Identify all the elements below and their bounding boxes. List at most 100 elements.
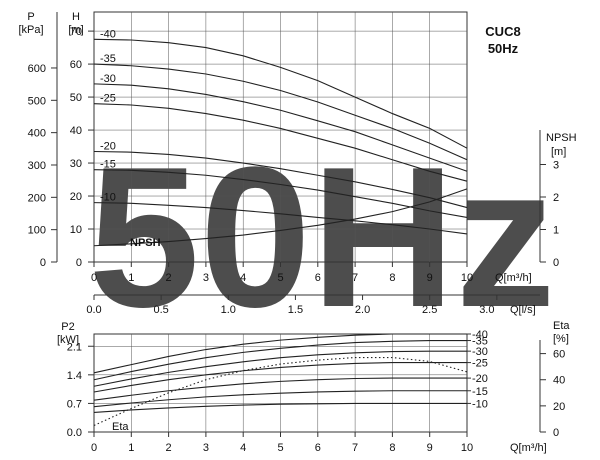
eta-curve xyxy=(93,356,468,426)
p2-axis-tick-label: 2.1 xyxy=(67,341,82,353)
power-series-label: -40 xyxy=(472,329,488,341)
ls-axis-tick-label: 1.5 xyxy=(288,304,303,316)
p-axis-tick-label: 500 xyxy=(28,95,46,107)
h-axis-tick-label: 70 xyxy=(70,26,82,38)
eta-axis-label: Eta xyxy=(553,320,570,332)
series-label: -25 xyxy=(100,93,116,105)
bottom-q-axis-tick-label: 5 xyxy=(277,442,283,454)
series-line-n35 xyxy=(93,63,468,161)
series-label: -30 xyxy=(100,73,116,85)
power-series-label: -20 xyxy=(472,373,488,385)
power-line-n10 xyxy=(93,402,467,413)
bottom-q-axis-tick-label: 6 xyxy=(315,442,321,454)
power-line-n25 xyxy=(93,362,467,393)
p-axis-unit: [kPa] xyxy=(18,24,43,36)
series-line-npsh xyxy=(93,188,468,247)
power-line-n30 xyxy=(93,350,467,387)
eta-axis-tick-label: 20 xyxy=(553,401,565,413)
eta-axis-tick-label: 60 xyxy=(553,349,565,361)
power-series-label: -15 xyxy=(472,386,488,398)
p-axis-tick-label: 400 xyxy=(28,128,46,140)
bottom-q-axis-tick-label: 0 xyxy=(91,442,97,454)
ls-axis-tick-label: 2.0 xyxy=(355,304,370,316)
npsh-axis-unit: [m] xyxy=(551,146,566,158)
eta-axis-tick-label: 0 xyxy=(553,427,559,439)
npsh-axis-tick-label: 3 xyxy=(553,160,559,172)
q-axis-tick-label: 5 xyxy=(277,272,283,284)
series-line-n20 xyxy=(93,150,468,209)
h-axis-unit: [m] xyxy=(68,24,83,36)
series-line-n40 xyxy=(93,38,468,149)
h-axis-tick-label: 50 xyxy=(70,92,82,104)
bottom-q-axis-tick-label: 4 xyxy=(240,442,246,454)
bottom-q-axis-tick-label: 10 xyxy=(461,442,473,454)
power-series-label: -25 xyxy=(472,358,488,370)
ls-axis-tick-label: 0.0 xyxy=(86,304,101,316)
series-label: -15 xyxy=(100,159,116,171)
q-axis-tick-label: 8 xyxy=(389,272,395,284)
series-label: -40 xyxy=(100,28,116,40)
eta-axis-unit: [%] xyxy=(553,333,569,345)
series-line-n10 xyxy=(93,202,468,235)
chart-title: CUC8 xyxy=(485,24,520,39)
series-label: -20 xyxy=(100,141,116,153)
q-axis-tick-label: 2 xyxy=(166,272,172,284)
q-axis-tick-label: 4 xyxy=(240,272,246,284)
h-axis-tick-label: 20 xyxy=(70,191,82,203)
series-line-n15 xyxy=(93,169,468,219)
series-label: -35 xyxy=(100,53,116,65)
h-axis-tick-label: 10 xyxy=(70,224,82,236)
q-axis-tick-label: 7 xyxy=(352,272,358,284)
power-series-label: -30 xyxy=(472,346,488,358)
title-box xyxy=(472,16,535,68)
npsh-axis-tick-label: 2 xyxy=(553,192,559,204)
power-line-n35 xyxy=(93,339,467,381)
eta-axis-tick-label: 40 xyxy=(553,375,565,387)
series-label-npsh: NPSH xyxy=(130,237,161,249)
p2-axis-tick-label: 0.7 xyxy=(67,398,82,410)
ls-axis-tick-label: 3.0 xyxy=(479,304,494,316)
npsh-axis-tick-label: 1 xyxy=(553,225,559,237)
q-axis-tick-label: 0 xyxy=(91,272,97,284)
bottom-q-axis-tick-label: 1 xyxy=(128,442,134,454)
power-series-label: -10 xyxy=(472,398,488,410)
bottom-q-axis-tick-label: 8 xyxy=(389,442,395,454)
q-axis-label: Q[m³/h] xyxy=(495,272,532,284)
power-line-n20 xyxy=(93,377,467,401)
series-label: -10 xyxy=(100,192,116,204)
p2-axis-tick-label: 1.4 xyxy=(67,370,82,382)
power-series-label: -35 xyxy=(472,336,488,348)
chart-subtitle: 50Hz xyxy=(488,41,519,56)
ls-axis-tick-label: 2.5 xyxy=(422,304,437,316)
power-line-n15 xyxy=(93,390,467,408)
p-axis-tick-label: 300 xyxy=(28,160,46,172)
h-axis-tick-label: 0 xyxy=(76,257,82,269)
eta-curve-label: Eta xyxy=(112,421,129,433)
bottom-q-axis-tick-label: 7 xyxy=(352,442,358,454)
power-line-n40 xyxy=(93,333,467,374)
h-axis-tick-label: 60 xyxy=(70,59,82,71)
h-axis-label: H xyxy=(72,11,80,23)
h-axis-tick-label: 30 xyxy=(70,158,82,170)
p2-axis-label: P2 xyxy=(61,321,74,333)
h-axis-tick-label: 40 xyxy=(70,125,82,137)
p-axis-tick-label: 100 xyxy=(28,225,46,237)
bottom-q-axis-tick-label: 9 xyxy=(427,442,433,454)
q-axis-tick-label: 10 xyxy=(461,272,473,284)
p2-axis-unit: [kW] xyxy=(57,334,79,346)
p-axis-tick-label: 600 xyxy=(28,63,46,75)
p-axis-tick-label: 0 xyxy=(40,257,46,269)
npsh-axis-tick-label: 0 xyxy=(553,257,559,269)
series-line-n25 xyxy=(93,103,468,182)
p2-axis-tick-label: 0.0 xyxy=(67,427,82,439)
bottom-q-axis-label: Q[m³/h] xyxy=(510,442,547,454)
series-line-n30 xyxy=(93,83,468,172)
ls-axis-tick-label: 1.0 xyxy=(221,304,236,316)
q-axis-tick-label: 1 xyxy=(128,272,134,284)
bottom-q-axis-tick-label: 2 xyxy=(166,442,172,454)
q-axis-tick-label: 9 xyxy=(427,272,433,284)
p-axis-label: P xyxy=(27,11,34,23)
ls-axis-label: Q[l/s] xyxy=(510,304,536,316)
bottom-q-axis-tick-label: 3 xyxy=(203,442,209,454)
